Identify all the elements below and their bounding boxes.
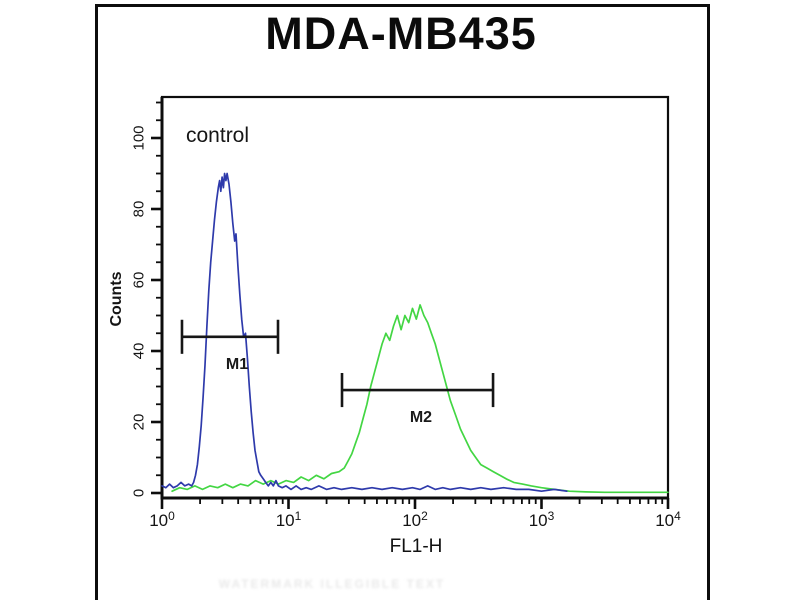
x-tick-exponent: 0	[168, 509, 175, 523]
gate-marker-m2	[340, 373, 495, 408]
x-tick-exponent: 1	[294, 509, 302, 523]
y-tick-label: 60	[130, 271, 148, 289]
x-tick-label: 104	[655, 509, 681, 531]
x-tick-exponent: 2	[421, 509, 428, 523]
y-tick-label: 0	[130, 488, 148, 498]
x-tick-base: 10	[402, 511, 422, 530]
x-tick-base: 10	[275, 511, 295, 530]
x-tick-label: 103	[529, 509, 555, 531]
x-tick-exponent: 4	[674, 509, 681, 523]
x-tick-label: 101	[276, 509, 302, 531]
x-axis-ticks	[160, 498, 670, 509]
series-blue-control	[161, 172, 568, 493]
figure-title: MDA-MB435	[265, 8, 537, 59]
y-tick-label: 40	[130, 342, 148, 360]
x-axis-label: FL1-H	[389, 536, 443, 557]
x-tick-base: 10	[655, 511, 675, 530]
x-tick-label: 100	[149, 509, 175, 531]
x-tick-base: 10	[149, 511, 169, 530]
y-tick-label: 20	[130, 413, 148, 431]
y-axis-label: Counts	[108, 271, 125, 327]
control-annotation: control	[186, 124, 250, 147]
series-green-stained	[171, 304, 669, 494]
y-tick-label: 100	[130, 125, 148, 151]
x-tick-label: 102	[402, 509, 428, 531]
gate-marker-m1	[180, 319, 280, 354]
x-tick-exponent: 3	[547, 509, 555, 523]
y-axis-ticks	[151, 101, 162, 495]
gate-label-m1: M1	[225, 356, 249, 374]
watermark-text: WATERMARK ILLEGIBLE TEXT	[218, 577, 446, 591]
y-tick-label: 80	[130, 200, 148, 218]
gate-label-m2: M2	[409, 409, 433, 427]
x-tick-base: 10	[528, 511, 548, 530]
plot-border	[160, 95, 670, 500]
